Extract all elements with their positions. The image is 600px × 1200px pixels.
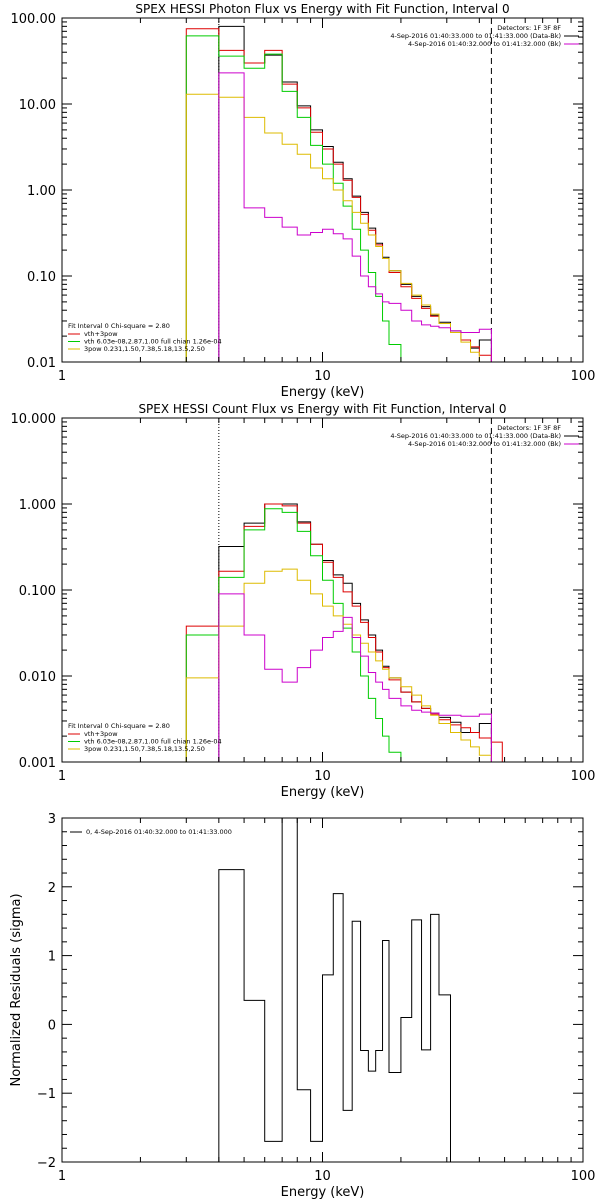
chart-title: SPEX HESSI Count Flux vs Energy with Fit… (138, 402, 506, 416)
legend-header: Fit Interval 0 Chi-square = 2.80 (68, 722, 170, 730)
y-tick-label: 1 (48, 950, 56, 965)
legend-entry-text: vth+3pow (84, 330, 118, 338)
legend-entry-text: 4-Sep-2016 01:40:33.000 to 01:41:33.000 … (390, 32, 561, 40)
plot-frame (61, 417, 584, 763)
y-tick-label: 0 (48, 1018, 56, 1033)
y-tick-label: −1 (37, 1087, 56, 1102)
legend-entry-text: 0, 4-Sep-2016 01:40:32.000 to 01:41:33.0… (86, 828, 232, 836)
chart-title: SPEX HESSI Photon Flux vs Energy with Fi… (135, 2, 509, 16)
y-axis-label: Normalized Residuals (sigma) (9, 893, 24, 1086)
y-tick-label: 1.000 (19, 498, 56, 513)
x-tick-label: 10 (314, 369, 331, 384)
x-tick-label: 1 (58, 369, 66, 384)
series-vth (185, 35, 412, 362)
series-vth (185, 508, 412, 762)
series-bk (218, 593, 492, 762)
legend-entry-text: vth 6.03e-08,2.87,1.00 full chian 1.26e-… (84, 338, 222, 346)
legend-header: Fit Interval 0 Chi-square = 2.80 (68, 322, 170, 330)
y-tick-label: 2 (48, 881, 56, 896)
legend-entry-text: vth 6.03e-08,2.87,1.00 full chian 1.26e-… (84, 738, 222, 746)
legend-header: Detectors: 1F 3F 8F (497, 24, 561, 32)
series-3pow (185, 568, 514, 762)
y-tick-label: 0.01 (27, 356, 56, 371)
y-tick-label: 100.00 (11, 12, 57, 27)
legend-entry-text: vth+3pow (84, 730, 118, 738)
series-3pow (185, 93, 503, 362)
x-tick-label: 10 (314, 769, 331, 784)
series-0 (218, 818, 451, 1162)
count-flux-panel: 1 10 100 0.001 0.010 0.100 1.000 10.000 SPEX HES… (11, 402, 596, 800)
y-tick-label: 0.100 (19, 584, 56, 599)
y-tick-label: 10.00 (19, 98, 56, 113)
legend-entry-text: 3pow 0.231,1.50,7.38,5.18,13.5,2.50 (84, 745, 205, 753)
x-tick-label: 100 (571, 769, 596, 784)
y-tick-label: 0.001 (19, 756, 56, 771)
y-tick-label: 3 (48, 812, 56, 827)
photon-flux-panel: 1 10 100 0.01 0.10 1.00 10.00 100.00 SPEX HESSI … (11, 2, 596, 400)
series-group (218, 818, 451, 1162)
legend-entry-text: 4-Sep-2016 01:40:32.000 to 01:41:32.000 … (408, 440, 561, 448)
legend-entry-text: 4-Sep-2016 01:40:33.000 to 01:41:33.000 … (390, 432, 561, 440)
x-tick-label: 100 (571, 1169, 596, 1184)
y-tick-label: 0.10 (27, 270, 56, 285)
x-axis-label: Energy (keV) (281, 785, 365, 800)
x-tick-label: 1 (58, 769, 66, 784)
series-data-bk (218, 25, 492, 362)
y-tick-label: 1.00 (27, 184, 56, 199)
x-axis-label: Energy (keV) (281, 1185, 365, 1200)
series-bk (218, 72, 492, 362)
legend-entry-text: 3pow 0.231,1.50,7.38,5.18,13.5,2.50 (84, 345, 205, 353)
y-tick-label: 10.000 (11, 412, 57, 427)
y-tick-label: 0.010 (19, 670, 56, 685)
series-vth-3pow (185, 28, 503, 362)
y-tick-label: −2 (37, 1156, 56, 1171)
x-tick-label: 10 (314, 1169, 331, 1184)
x-axis-label: Energy (keV) (281, 385, 365, 400)
plot-frame (61, 17, 584, 363)
legend-header: Detectors: 1F 3F 8F (497, 424, 561, 432)
series-group (185, 503, 514, 762)
legend-entry-text: 4-Sep-2016 01:40:32.000 to 01:41:32.000 … (408, 40, 561, 48)
residuals-panel: 1 10 100 −2 −1 0 1 2 3 Energy (keV) Normalized Res… (9, 812, 595, 1200)
series-vth-3pow (185, 503, 503, 762)
series-group (185, 25, 503, 362)
x-tick-label: 1 (58, 1169, 66, 1184)
x-tick-label: 100 (571, 369, 596, 384)
